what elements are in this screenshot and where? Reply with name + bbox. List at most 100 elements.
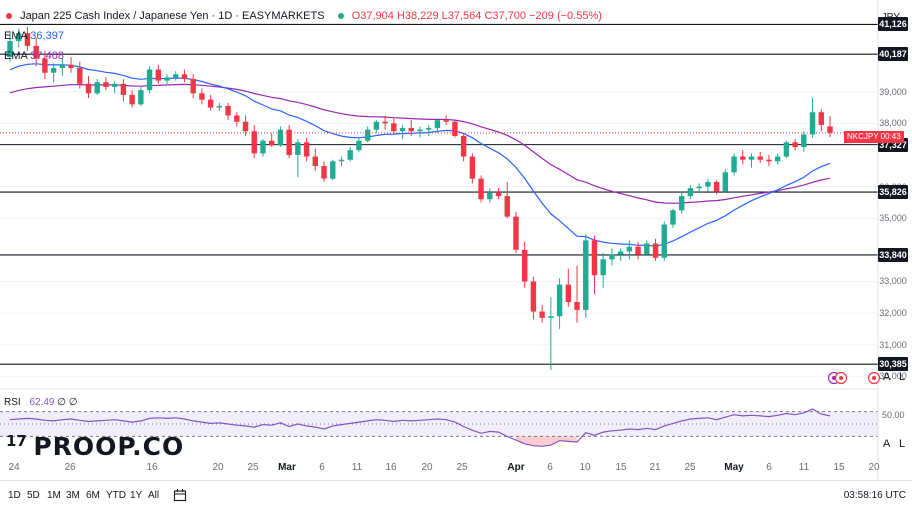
candle-body — [225, 105, 231, 116]
candle-body — [356, 140, 362, 151]
range-button-ytd[interactable]: YTD — [106, 490, 126, 501]
date-tick-label: 24 — [8, 462, 20, 473]
candle-body — [487, 192, 493, 200]
candle-body — [766, 159, 772, 162]
level-price-label: 41,126 — [878, 17, 908, 32]
log-scale-button[interactable]: L — [899, 371, 906, 383]
candle-body — [617, 251, 624, 255]
auto-scale-button[interactable]: A — [883, 371, 891, 383]
ohlc-low: L37,564 — [441, 10, 482, 22]
date-tick-label: 11 — [351, 462, 363, 473]
date-tick-label: 11 — [798, 462, 810, 473]
rsi-pane[interactable] — [0, 408, 878, 447]
date-tick-label: 16 — [146, 462, 158, 473]
target-icon-2[interactable] — [867, 371, 881, 388]
ema-slow-legend[interactable]: EMA 37,408 — [4, 50, 64, 62]
tradingview-logo-icon: 17 — [6, 432, 27, 450]
candle-body — [303, 142, 310, 157]
watermark-brand: PROOP.CO — [33, 432, 185, 461]
candle-body — [801, 134, 807, 148]
date-tick-label: 21 — [649, 462, 661, 473]
range-button-all[interactable]: All — [148, 490, 160, 501]
candle-body — [504, 196, 510, 217]
candle-body — [600, 259, 606, 276]
candle-body — [530, 281, 537, 312]
date-tick-label: 15 — [615, 462, 627, 473]
candle-body — [260, 140, 266, 154]
price-tick-label: 32,000 — [879, 308, 907, 319]
rsi-legend[interactable]: RSI 62.49 ∅ ∅ — [4, 397, 77, 408]
rsi-label: RSI — [4, 397, 21, 408]
brand-logo: 17 PROOP.CO — [6, 432, 184, 461]
candle-body — [251, 131, 257, 154]
ema-slow-label: EMA — [4, 50, 28, 62]
ema-fast-legend[interactable]: EMA 36,397 — [4, 30, 64, 42]
candle-body — [722, 172, 729, 192]
price-tick-label: 31,000 — [879, 339, 907, 350]
candle-body — [173, 74, 179, 78]
price-chart[interactable] — [0, 0, 912, 480]
candle-body — [216, 105, 223, 108]
date-tick-label: 6 — [319, 462, 325, 473]
candle-body — [164, 77, 170, 81]
range-button-1y[interactable]: 1Y — [130, 490, 143, 501]
date-tick-label: 25 — [456, 462, 468, 473]
candle-body — [591, 240, 598, 276]
target-icon[interactable] — [834, 371, 848, 388]
candle-body — [644, 243, 650, 255]
candle-body — [399, 128, 406, 132]
candle-body — [478, 178, 484, 200]
range-button-5d[interactable]: 5D — [27, 490, 40, 501]
candle-body — [460, 135, 467, 157]
candle-body — [818, 112, 824, 125]
candle-body — [312, 156, 319, 167]
candle-body — [670, 210, 676, 225]
candle-body — [242, 121, 249, 132]
range-button-1d[interactable]: 1D — [8, 490, 21, 501]
date-tick-label: 6 — [547, 462, 553, 473]
candle-body — [347, 150, 353, 160]
candle-body — [740, 156, 746, 160]
support-resistance-lines[interactable] — [0, 23, 878, 365]
candle-body — [199, 93, 205, 100]
candle-body — [609, 254, 615, 260]
ema-slow-line — [9, 83, 831, 204]
date-tick-label: Apr — [507, 462, 525, 473]
candle-body — [521, 249, 528, 282]
candle-body — [268, 140, 275, 146]
candle-body — [103, 82, 109, 87]
candle-body — [24, 33, 31, 46]
rsi-log-scale-button[interactable]: L — [899, 438, 906, 450]
ohlc-close: C37,700 — [484, 10, 527, 22]
candle-body — [129, 94, 135, 105]
time-readout[interactable]: 03:58:16 UTC — [843, 490, 906, 501]
range-button-6m[interactable]: 6M — [86, 490, 100, 501]
ema-fast-line — [9, 63, 831, 247]
rsi-auto-scale-button[interactable]: A — [883, 438, 891, 450]
range-button-1m[interactable]: 1M — [47, 490, 61, 501]
rsi-line — [9, 408, 831, 447]
calendar-icon[interactable] — [173, 488, 187, 507]
candle-body — [652, 243, 659, 258]
candle-body — [495, 192, 502, 197]
rsi-extra-2: ∅ — [68, 397, 78, 408]
market-status-dot — [6, 12, 12, 19]
candle-body — [234, 115, 240, 122]
rsi-extra-1: ∅ — [57, 397, 66, 408]
rsi-level-label: 50.00 — [882, 410, 905, 420]
rsi-value: 62.49 — [29, 397, 55, 408]
date-tick-label: 20 — [868, 462, 880, 473]
candle-body — [7, 41, 13, 57]
candle-body — [452, 121, 458, 136]
candle-body — [155, 69, 162, 81]
symbol-title[interactable]: Japan 225 Cash Index / Japanese Yen · 1D… — [20, 10, 325, 22]
candle-body — [417, 129, 423, 132]
date-tick-label: 16 — [385, 462, 397, 473]
symbol-price-tag: NKCJPY 00:43 — [844, 131, 904, 143]
candles — [7, 26, 833, 371]
status-dot — [337, 12, 344, 19]
candle-body — [373, 121, 380, 130]
range-button-3m[interactable]: 3M — [66, 490, 80, 501]
candle-body — [827, 126, 833, 133]
symbol-legend[interactable]: Japan 225 Cash Index / Japanese Yen · 1D… — [4, 10, 602, 22]
